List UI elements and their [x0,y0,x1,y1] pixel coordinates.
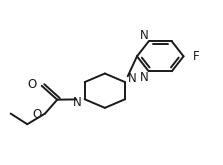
Text: N: N [73,96,82,109]
Text: O: O [28,78,37,91]
Text: N: N [140,29,148,42]
Text: O: O [32,108,41,121]
Text: F: F [192,50,199,63]
Text: N: N [140,71,148,84]
Text: N: N [128,72,137,85]
